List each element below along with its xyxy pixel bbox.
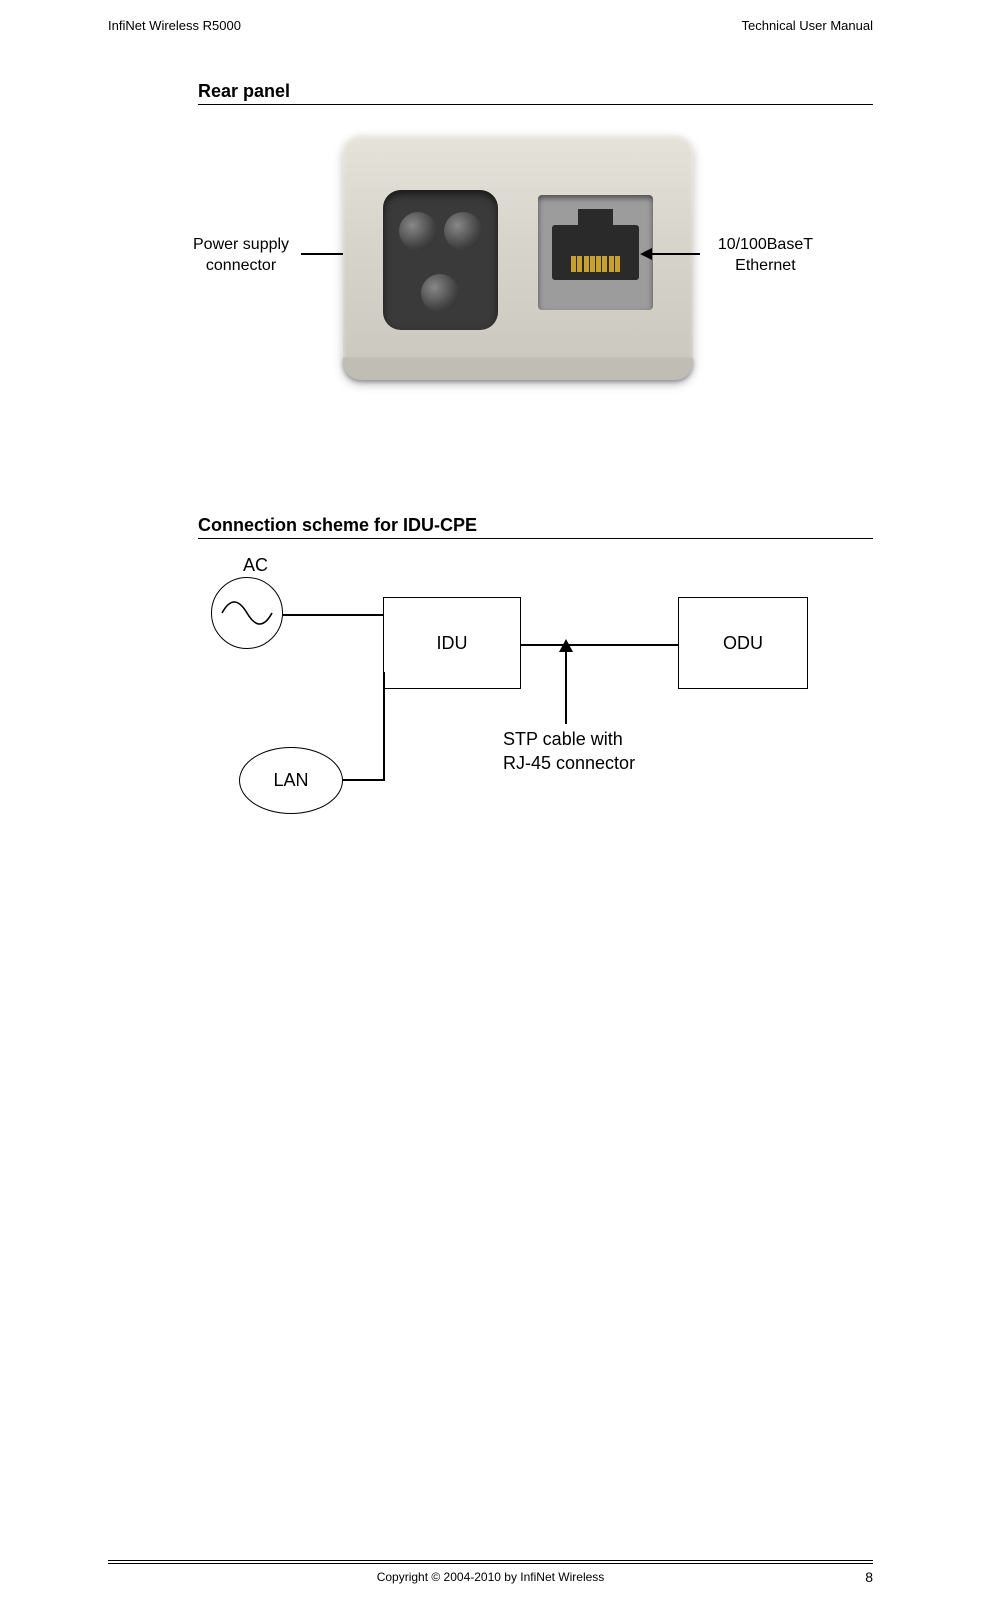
power-supply-label: Power supply connector [193, 235, 289, 277]
stp-cable-label-line2: RJ-45 connector [503, 753, 635, 773]
wire-to-lan [343, 779, 385, 781]
header-right-text: Technical User Manual [741, 18, 873, 33]
stp-cable-label-line1: STP cable with [503, 729, 623, 749]
connection-scheme-figure: AC IDU ODU LAN STP cable with RJ-45 conn… [108, 547, 873, 877]
section-title-rear-panel: Rear panel [198, 81, 873, 105]
power-connector-icon [383, 190, 498, 330]
idu-node: IDU [383, 597, 521, 689]
copyright-text: Copyright © 2004-2010 by InfiNet Wireles… [377, 1570, 605, 1584]
power-supply-label-line1: Power supply [193, 236, 289, 253]
rj45-pins-icon [571, 256, 620, 272]
page-header: InfiNet Wireless R5000 Technical User Ma… [0, 0, 981, 33]
footer-row: Copyright © 2004-2010 by InfiNet Wireles… [108, 1563, 873, 1584]
rear-panel-figure: Power supply connector 10/100Bas [108, 125, 873, 405]
arrow-to-ethernet-icon [642, 253, 700, 255]
page-number: 8 [865, 1569, 873, 1585]
device-lip [343, 358, 693, 380]
power-pin-icon [421, 274, 459, 312]
idu-label: IDU [437, 633, 468, 654]
power-pin-icon [444, 212, 482, 250]
rj45-cavity-icon [552, 225, 639, 280]
header-left-text: InfiNet Wireless R5000 [108, 18, 241, 33]
page-footer: Copyright © 2004-2010 by InfiNet Wireles… [108, 1560, 873, 1584]
ethernet-label: 10/100BaseT Ethernet [718, 235, 813, 277]
ac-label: AC [243, 555, 268, 576]
lan-node: LAN [239, 747, 343, 814]
wire-idu-to-odu [521, 644, 678, 646]
stp-cable-label: STP cable with RJ-45 connector [503, 727, 635, 776]
ethernet-port-icon [538, 195, 653, 310]
sine-wave-icon [221, 597, 273, 629]
section-title-connection-scheme: Connection scheme for IDU-CPE [198, 515, 873, 539]
wire-idu-down [383, 672, 385, 780]
ethernet-label-line1: 10/100BaseT [718, 236, 813, 253]
power-supply-label-line2: connector [206, 257, 276, 274]
cable-arrow-line [565, 644, 567, 724]
ethernet-label-line2: Ethernet [735, 257, 795, 274]
odu-label: ODU [723, 633, 763, 654]
page-content: Rear panel Power supply connector [0, 81, 981, 877]
power-pin-icon [399, 212, 437, 250]
lan-label: LAN [273, 770, 308, 791]
odu-node: ODU [678, 597, 808, 689]
wire-ac-to-idu [283, 614, 383, 616]
